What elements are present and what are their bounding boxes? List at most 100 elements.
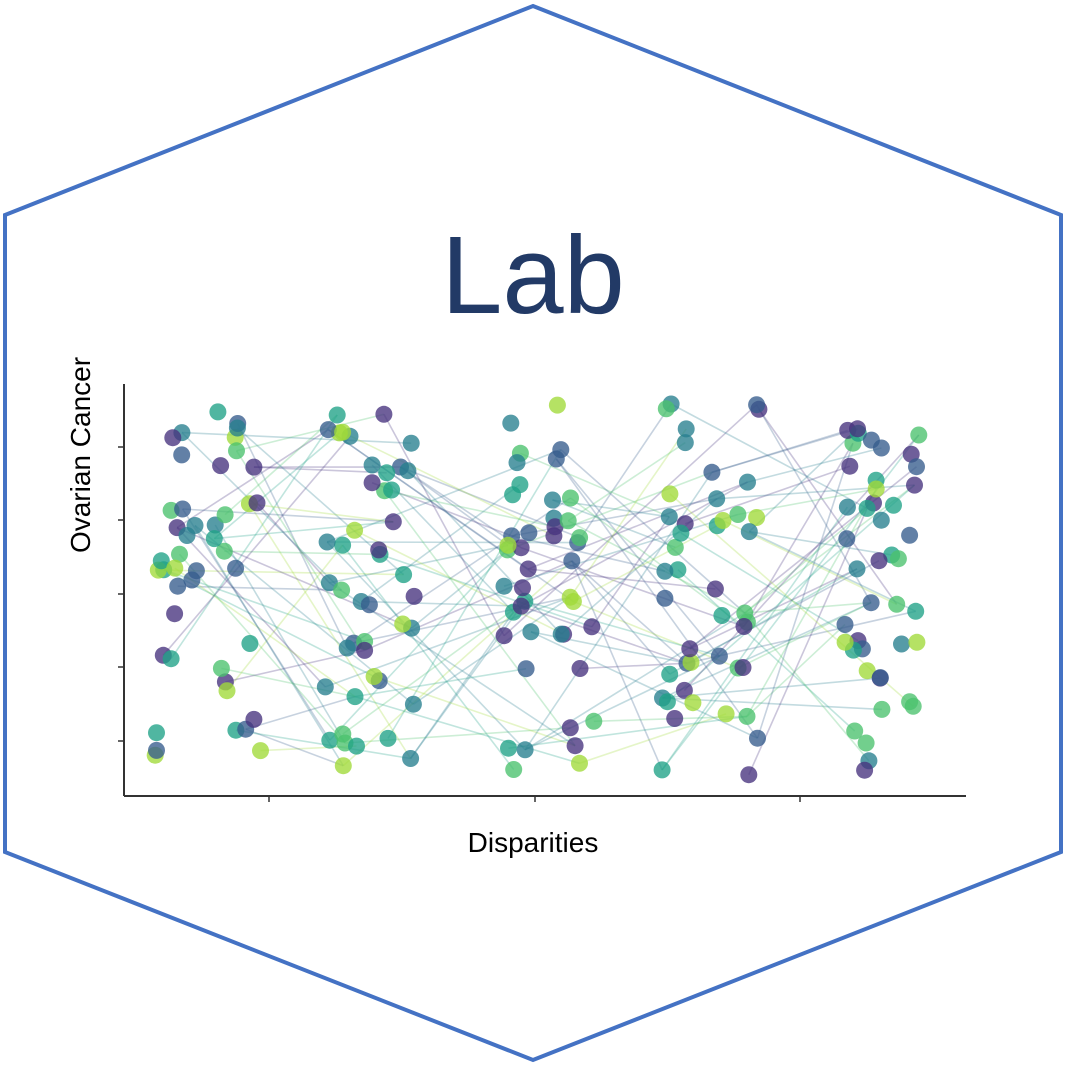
scatter-point [547, 450, 565, 468]
connection-line [383, 490, 576, 747]
connection-line [758, 408, 898, 605]
connection-line [520, 546, 745, 628]
scatter-point [910, 426, 928, 444]
scatter-point [319, 421, 337, 439]
connection-line [224, 550, 381, 556]
scatter-point [363, 474, 381, 492]
x-axis-label: Disparities [468, 827, 599, 858]
scatter-point [334, 423, 352, 441]
connection-line [744, 601, 872, 614]
scatter-point [402, 434, 420, 452]
scatter-point [363, 456, 381, 474]
scatter-point [666, 538, 684, 556]
connection-line [552, 499, 676, 549]
scatter-point [677, 420, 695, 438]
scatter-point [245, 458, 263, 476]
connected-scatter-plot [146, 395, 928, 784]
connection-lines [158, 403, 920, 776]
scatter-point [858, 662, 876, 680]
scatter-point [552, 625, 570, 643]
connection-line [748, 508, 868, 776]
connection-line [387, 449, 562, 739]
scatter-point [148, 724, 165, 742]
scatter-point [871, 669, 889, 687]
scatter-point [227, 559, 245, 577]
connection-line [684, 465, 851, 525]
scatter-point [334, 757, 352, 775]
scatter-point [867, 480, 885, 498]
scatter-point [346, 521, 364, 539]
scatter-point [661, 485, 679, 503]
connection-line [744, 507, 868, 614]
connection-line [170, 414, 338, 660]
connection-line [746, 623, 846, 717]
connection-line [748, 428, 859, 533]
scatter-point [858, 499, 876, 517]
scatter-point [729, 506, 747, 523]
connection-line [194, 525, 344, 767]
scatter-point [252, 742, 269, 760]
connection-line [245, 695, 356, 730]
scatter-point [375, 405, 393, 423]
connection-line [407, 470, 562, 635]
connection-line [570, 497, 745, 628]
scatter-point [148, 741, 165, 759]
connection-line [680, 532, 859, 642]
scatter-point [908, 633, 926, 651]
scatter-point [505, 761, 523, 778]
scatter-point [857, 734, 875, 752]
connection-line [579, 662, 688, 670]
scatter-point [563, 552, 581, 570]
scatter-point [173, 446, 191, 464]
scatter-point [502, 414, 520, 432]
scatter-point [519, 560, 537, 578]
connection-line [256, 502, 330, 584]
connection-line [746, 488, 877, 717]
scatter-point [378, 464, 396, 482]
scatter-point [174, 500, 192, 518]
scatter-point [669, 561, 687, 579]
scatter-point [906, 476, 923, 494]
scatter-point [735, 618, 753, 635]
connection-line [353, 497, 571, 644]
connection-line [747, 447, 882, 483]
connection-line [571, 560, 663, 771]
logo-title: Lab [441, 214, 625, 337]
scatter-point [404, 695, 422, 713]
connection-line [571, 560, 688, 664]
scatter-point [748, 509, 766, 526]
connection-line [591, 516, 670, 628]
connection-line [689, 568, 858, 650]
connection-line [329, 549, 509, 741]
scatter-point [162, 650, 180, 668]
scatter-point [885, 496, 902, 514]
scatter-point [862, 594, 880, 612]
connection-line [400, 466, 522, 549]
connection-line [214, 521, 394, 540]
scatter-point [228, 442, 245, 460]
connection-line [662, 601, 872, 699]
connection-line [383, 413, 505, 637]
connection-line [325, 596, 571, 688]
scatter-point [216, 506, 234, 524]
scatter-point [321, 731, 339, 749]
scatter-point [164, 429, 182, 447]
connection-line [327, 541, 578, 544]
scatter-point [675, 681, 693, 699]
scatter-point [849, 420, 866, 438]
connection-line [748, 530, 917, 613]
scatter-point [661, 665, 679, 683]
scatter-point [212, 457, 230, 475]
connection-line [400, 466, 509, 546]
connection-line [571, 560, 671, 675]
connection-line [181, 432, 343, 591]
scatter-point [872, 439, 890, 457]
connection-line [176, 428, 329, 529]
connection-line [569, 428, 687, 598]
scatter-point [684, 694, 702, 712]
scatter-point [706, 580, 724, 598]
scatter-point [907, 602, 925, 620]
scatter-point [583, 618, 601, 636]
scatter-point [379, 729, 397, 747]
connection-line [686, 559, 880, 664]
